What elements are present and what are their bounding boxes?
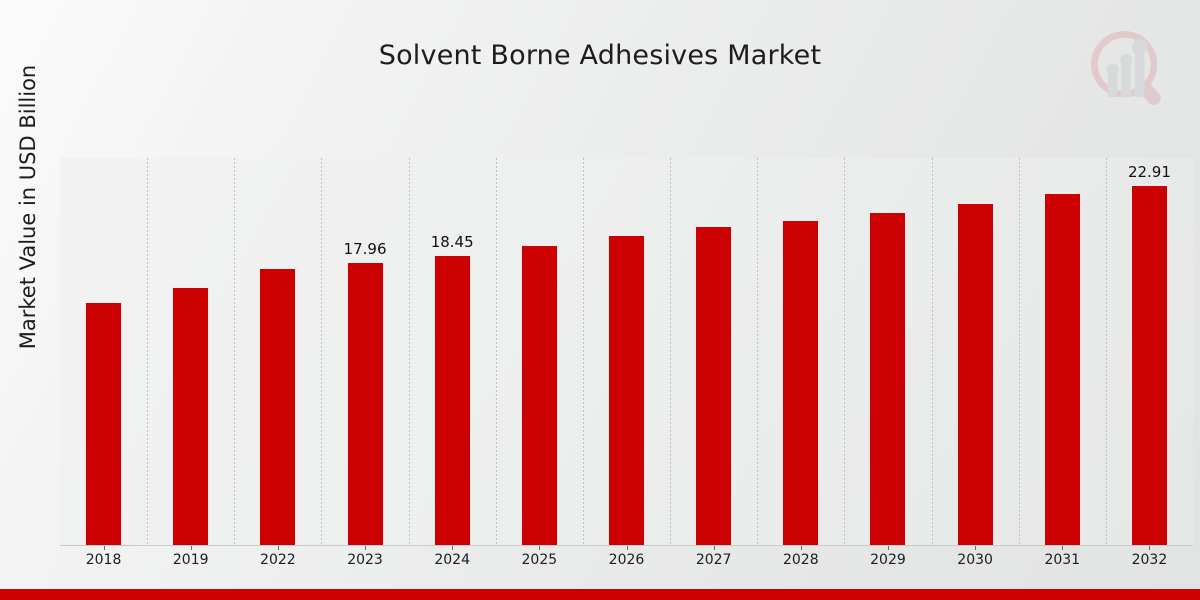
gridline xyxy=(1105,158,1107,545)
gridline xyxy=(757,158,759,545)
x-tick-mark xyxy=(452,546,454,550)
gridline xyxy=(495,158,497,545)
bar-value-label-2032: 22.91 xyxy=(1127,162,1171,181)
x-axis: 2018 2019 2022 2023 2024 2025 2026 2027 2028 2029… xyxy=(60,546,1193,576)
x-tick-label-2031: 2031 xyxy=(1044,552,1081,568)
bar-2018[interactable] xyxy=(85,302,123,545)
bar-2022[interactable] xyxy=(259,267,297,545)
bar-2024[interactable] xyxy=(433,254,471,545)
bar-2027[interactable] xyxy=(695,225,733,545)
bar-2025[interactable] xyxy=(520,244,558,545)
x-tick-label-2029: 2029 xyxy=(870,552,906,568)
x-tick-label-2024: 2024 xyxy=(434,552,470,568)
x-tick-label-2018: 2018 xyxy=(85,552,122,568)
bar-2029[interactable] xyxy=(869,211,907,545)
x-tick-mark xyxy=(1062,546,1064,550)
bar-2023[interactable] xyxy=(346,262,384,545)
x-tick-mark xyxy=(1149,546,1151,550)
x-tick-mark xyxy=(539,546,541,550)
x-tick-mark xyxy=(975,546,977,550)
x-tick-label-2026: 2026 xyxy=(608,552,645,568)
footer-accent-bar xyxy=(0,589,1200,600)
bar-2026[interactable] xyxy=(608,234,645,545)
page-title: Solvent Borne Adhesives Market xyxy=(378,40,822,71)
gridline xyxy=(931,158,933,545)
x-tick-mark xyxy=(713,546,715,550)
x-tick-label-2027: 2027 xyxy=(695,552,732,568)
bar-2028[interactable] xyxy=(782,219,820,545)
gridline xyxy=(321,158,323,545)
gridline xyxy=(408,158,410,545)
bar-2032[interactable] xyxy=(1130,184,1168,545)
x-tick-label-2023: 2023 xyxy=(347,552,383,568)
x-tick-label-2032: 2032 xyxy=(1131,552,1168,568)
x-tick-mark xyxy=(277,546,279,550)
gridline xyxy=(844,158,846,545)
gridline xyxy=(147,158,149,545)
gridline xyxy=(670,158,672,545)
x-tick-mark xyxy=(626,546,628,550)
gridline xyxy=(582,158,584,545)
x-tick-label-2030: 2030 xyxy=(957,552,993,568)
gridline xyxy=(234,158,236,545)
bar-2019[interactable] xyxy=(172,287,210,545)
x-tick-mark xyxy=(365,546,367,550)
bar-value-label-2024: 18.45 xyxy=(430,232,474,251)
x-tick-label-2028: 2028 xyxy=(782,552,819,568)
plot-area: 17.96 18.45 22.91 xyxy=(60,158,1193,546)
x-tick-label-2019: 2019 xyxy=(172,552,209,568)
x-tick-mark xyxy=(190,546,192,550)
x-tick-label-2025: 2025 xyxy=(521,552,558,568)
gridline xyxy=(1018,158,1020,545)
x-tick-mark xyxy=(887,546,889,550)
x-tick-label-2022: 2022 xyxy=(260,552,296,568)
x-tick-mark xyxy=(103,546,105,550)
bar-2031[interactable] xyxy=(1043,192,1081,545)
x-tick-mark xyxy=(800,546,802,550)
y-axis-title: Market Value in USD Billion xyxy=(16,64,40,350)
bar-2030[interactable] xyxy=(956,202,994,545)
bar-value-label-2023: 17.96 xyxy=(343,240,387,259)
